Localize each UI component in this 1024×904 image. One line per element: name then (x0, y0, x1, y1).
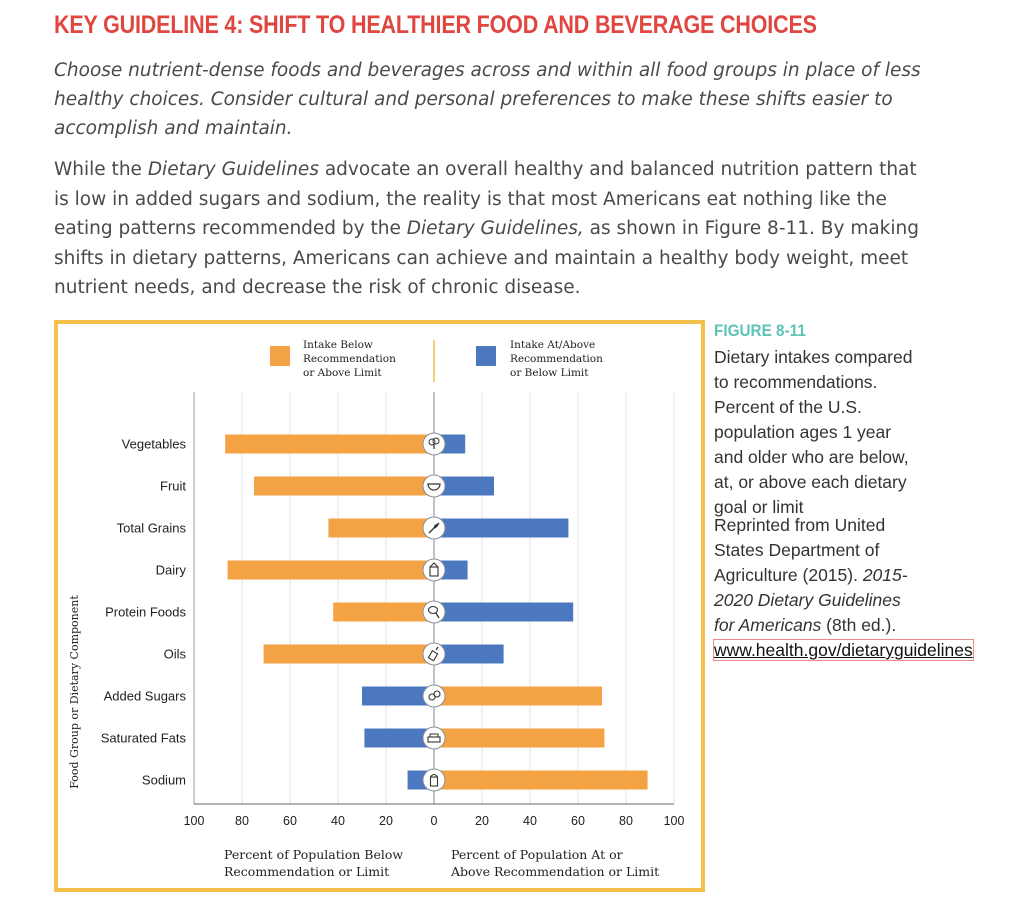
category-label: Dairy (156, 563, 187, 578)
category-label: Total Grains (117, 521, 187, 536)
drumstick-icon (422, 600, 446, 624)
category-label: Vegetables (122, 437, 187, 452)
chart-bar (263, 644, 434, 664)
chart-bar (434, 770, 648, 790)
x-tick-label: 80 (235, 814, 249, 828)
intro-paragraph: Choose nutrient-dense foods and beverage… (54, 60, 921, 139)
x-axis-label-right-line-2: Above Recommendation or Limit (450, 864, 659, 879)
figure-label: FIGURE 8-11 (714, 321, 806, 340)
category-label: Sodium (142, 773, 186, 788)
x-tick-label: 100 (184, 814, 205, 828)
broccoli-icon (422, 432, 446, 456)
legend-below-line-2: Recommendation (303, 353, 396, 365)
chart-bar (434, 476, 494, 496)
figure-credit: Reprinted from United States Department … (713, 513, 974, 663)
chart-bar (364, 728, 434, 748)
x-tick-label: 20 (379, 814, 393, 828)
chart-bar (434, 518, 569, 538)
credit-title: 2015-2020 Dietary Guidelines for America… (714, 565, 908, 635)
chart-bar (434, 728, 605, 748)
butter-icon (422, 726, 446, 750)
body-text-2: advocate an overall healthy and balanced… (54, 159, 917, 239)
dietary-intake-chart: Intake Below Recommendation or Above Lim… (68, 339, 685, 879)
chart-bar (362, 686, 434, 706)
legend-above-line-2: Recommendation (510, 353, 603, 365)
legend-swatch-above (476, 346, 496, 366)
figure-frame: Intake Below Recommendation or Above Lim… (54, 320, 705, 892)
category-icons (422, 432, 446, 792)
chart-grid (193, 392, 675, 805)
body-text-3: as shown in Figure 8-11. By making shift… (54, 218, 919, 298)
category-label: Fruit (160, 479, 186, 494)
credit-text-2: (8th ed.). (821, 615, 897, 635)
category-labels: Vegetables Fruit Total Grains Dairy Protein … (101, 437, 187, 788)
legend-above-line-1: Intake At/Above (510, 339, 595, 351)
legend-above-line-3: or Below Limit (510, 367, 589, 379)
legend-below-line-1: Intake Below (303, 339, 373, 351)
chart-bar (254, 476, 434, 496)
chart-bar (434, 602, 574, 622)
chart-bar (227, 560, 434, 580)
category-label: Oils (164, 647, 187, 662)
category-label: Protein Foods (105, 605, 186, 620)
oil-bottle-icon (422, 642, 446, 666)
chart-legend: Intake Below Recommendation or Above Lim… (270, 339, 603, 382)
x-axis-label-right-line-1: Percent of Population At or (451, 847, 623, 862)
x-axis-label-left-line-1: Percent of Population Below (224, 847, 403, 862)
salt-shaker-icon (422, 768, 446, 792)
x-tick-label: 0 (431, 814, 438, 828)
x-tick-label: 60 (571, 814, 585, 828)
body-emphasis-2: Dietary Guidelines, (406, 218, 584, 239)
grain-stalk-icon (422, 516, 446, 540)
credit-text-1: Reprinted from United States Department … (714, 515, 886, 585)
body-emphasis-1: Dietary Guidelines (147, 159, 319, 180)
melon-slice-icon (422, 474, 446, 498)
page-heading: KEY GUIDELINE 4: SHIFT TO HEALTHIER FOOD… (54, 11, 817, 39)
x-tick-label: 40 (331, 814, 345, 828)
y-axis-label: Food Group or Dietary Component (68, 595, 81, 789)
chart-bar (434, 686, 602, 706)
x-tick-label: 80 (619, 814, 633, 828)
chart-bars (225, 434, 648, 790)
chart-bar (333, 602, 434, 622)
x-tick-label: 20 (475, 814, 489, 828)
x-tick-label: 100 (664, 814, 685, 828)
legend-below-line-3: or Above Limit (303, 367, 382, 379)
chart-bar (434, 644, 504, 664)
category-label: Added Sugars (104, 689, 187, 704)
x-tick-label: 60 (283, 814, 297, 828)
body-paragraph: While the Dietary Guidelines advocate an… (54, 155, 934, 303)
chart-bar (225, 434, 434, 454)
figure-caption: Dietary intakes compared to recommendati… (714, 347, 913, 517)
x-tick-label: 40 (523, 814, 537, 828)
candy-icon (422, 684, 446, 708)
chart-bar (328, 518, 434, 538)
milk-carton-icon (422, 558, 446, 582)
x-axis-label-left-line-2: Recommendation or Limit (224, 864, 389, 879)
legend-swatch-below (270, 346, 290, 366)
category-label: Saturated Fats (101, 731, 187, 746)
dietary-guidelines-link[interactable]: www.health.gov/dietaryguidelines (713, 639, 974, 661)
body-text-1: While the (54, 159, 148, 180)
x-tick-labels: 100 80 60 40 20 0 20 40 60 80 100 (184, 814, 685, 828)
